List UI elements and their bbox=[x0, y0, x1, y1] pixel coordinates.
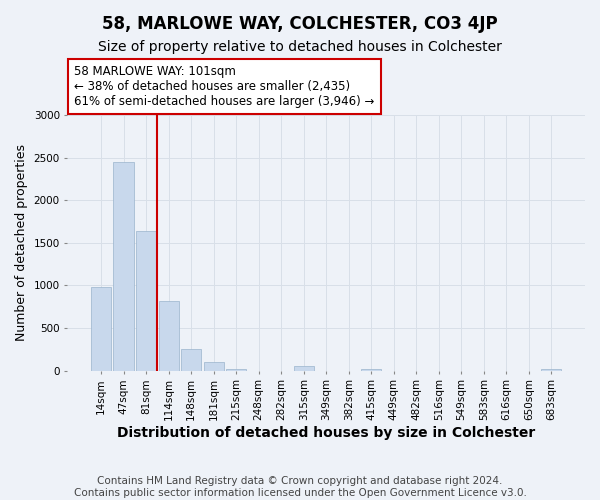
Bar bbox=[158, 301, 179, 370]
X-axis label: Distribution of detached houses by size in Colchester: Distribution of detached houses by size … bbox=[117, 426, 535, 440]
Text: 58 MARLOWE WAY: 101sqm
← 38% of detached houses are smaller (2,435)
61% of semi-: 58 MARLOWE WAY: 101sqm ← 38% of detached… bbox=[74, 65, 375, 108]
Bar bbox=[136, 231, 156, 370]
Bar bbox=[113, 162, 134, 370]
Bar bbox=[293, 366, 314, 370]
Text: Contains HM Land Registry data © Crown copyright and database right 2024.
Contai: Contains HM Land Registry data © Crown c… bbox=[74, 476, 526, 498]
Text: 58, MARLOWE WAY, COLCHESTER, CO3 4JP: 58, MARLOWE WAY, COLCHESTER, CO3 4JP bbox=[102, 15, 498, 33]
Bar bbox=[91, 287, 111, 370]
Bar bbox=[203, 362, 224, 370]
Y-axis label: Number of detached properties: Number of detached properties bbox=[15, 144, 28, 342]
Text: Size of property relative to detached houses in Colchester: Size of property relative to detached ho… bbox=[98, 40, 502, 54]
Bar bbox=[541, 369, 562, 370]
Bar bbox=[181, 350, 201, 370]
